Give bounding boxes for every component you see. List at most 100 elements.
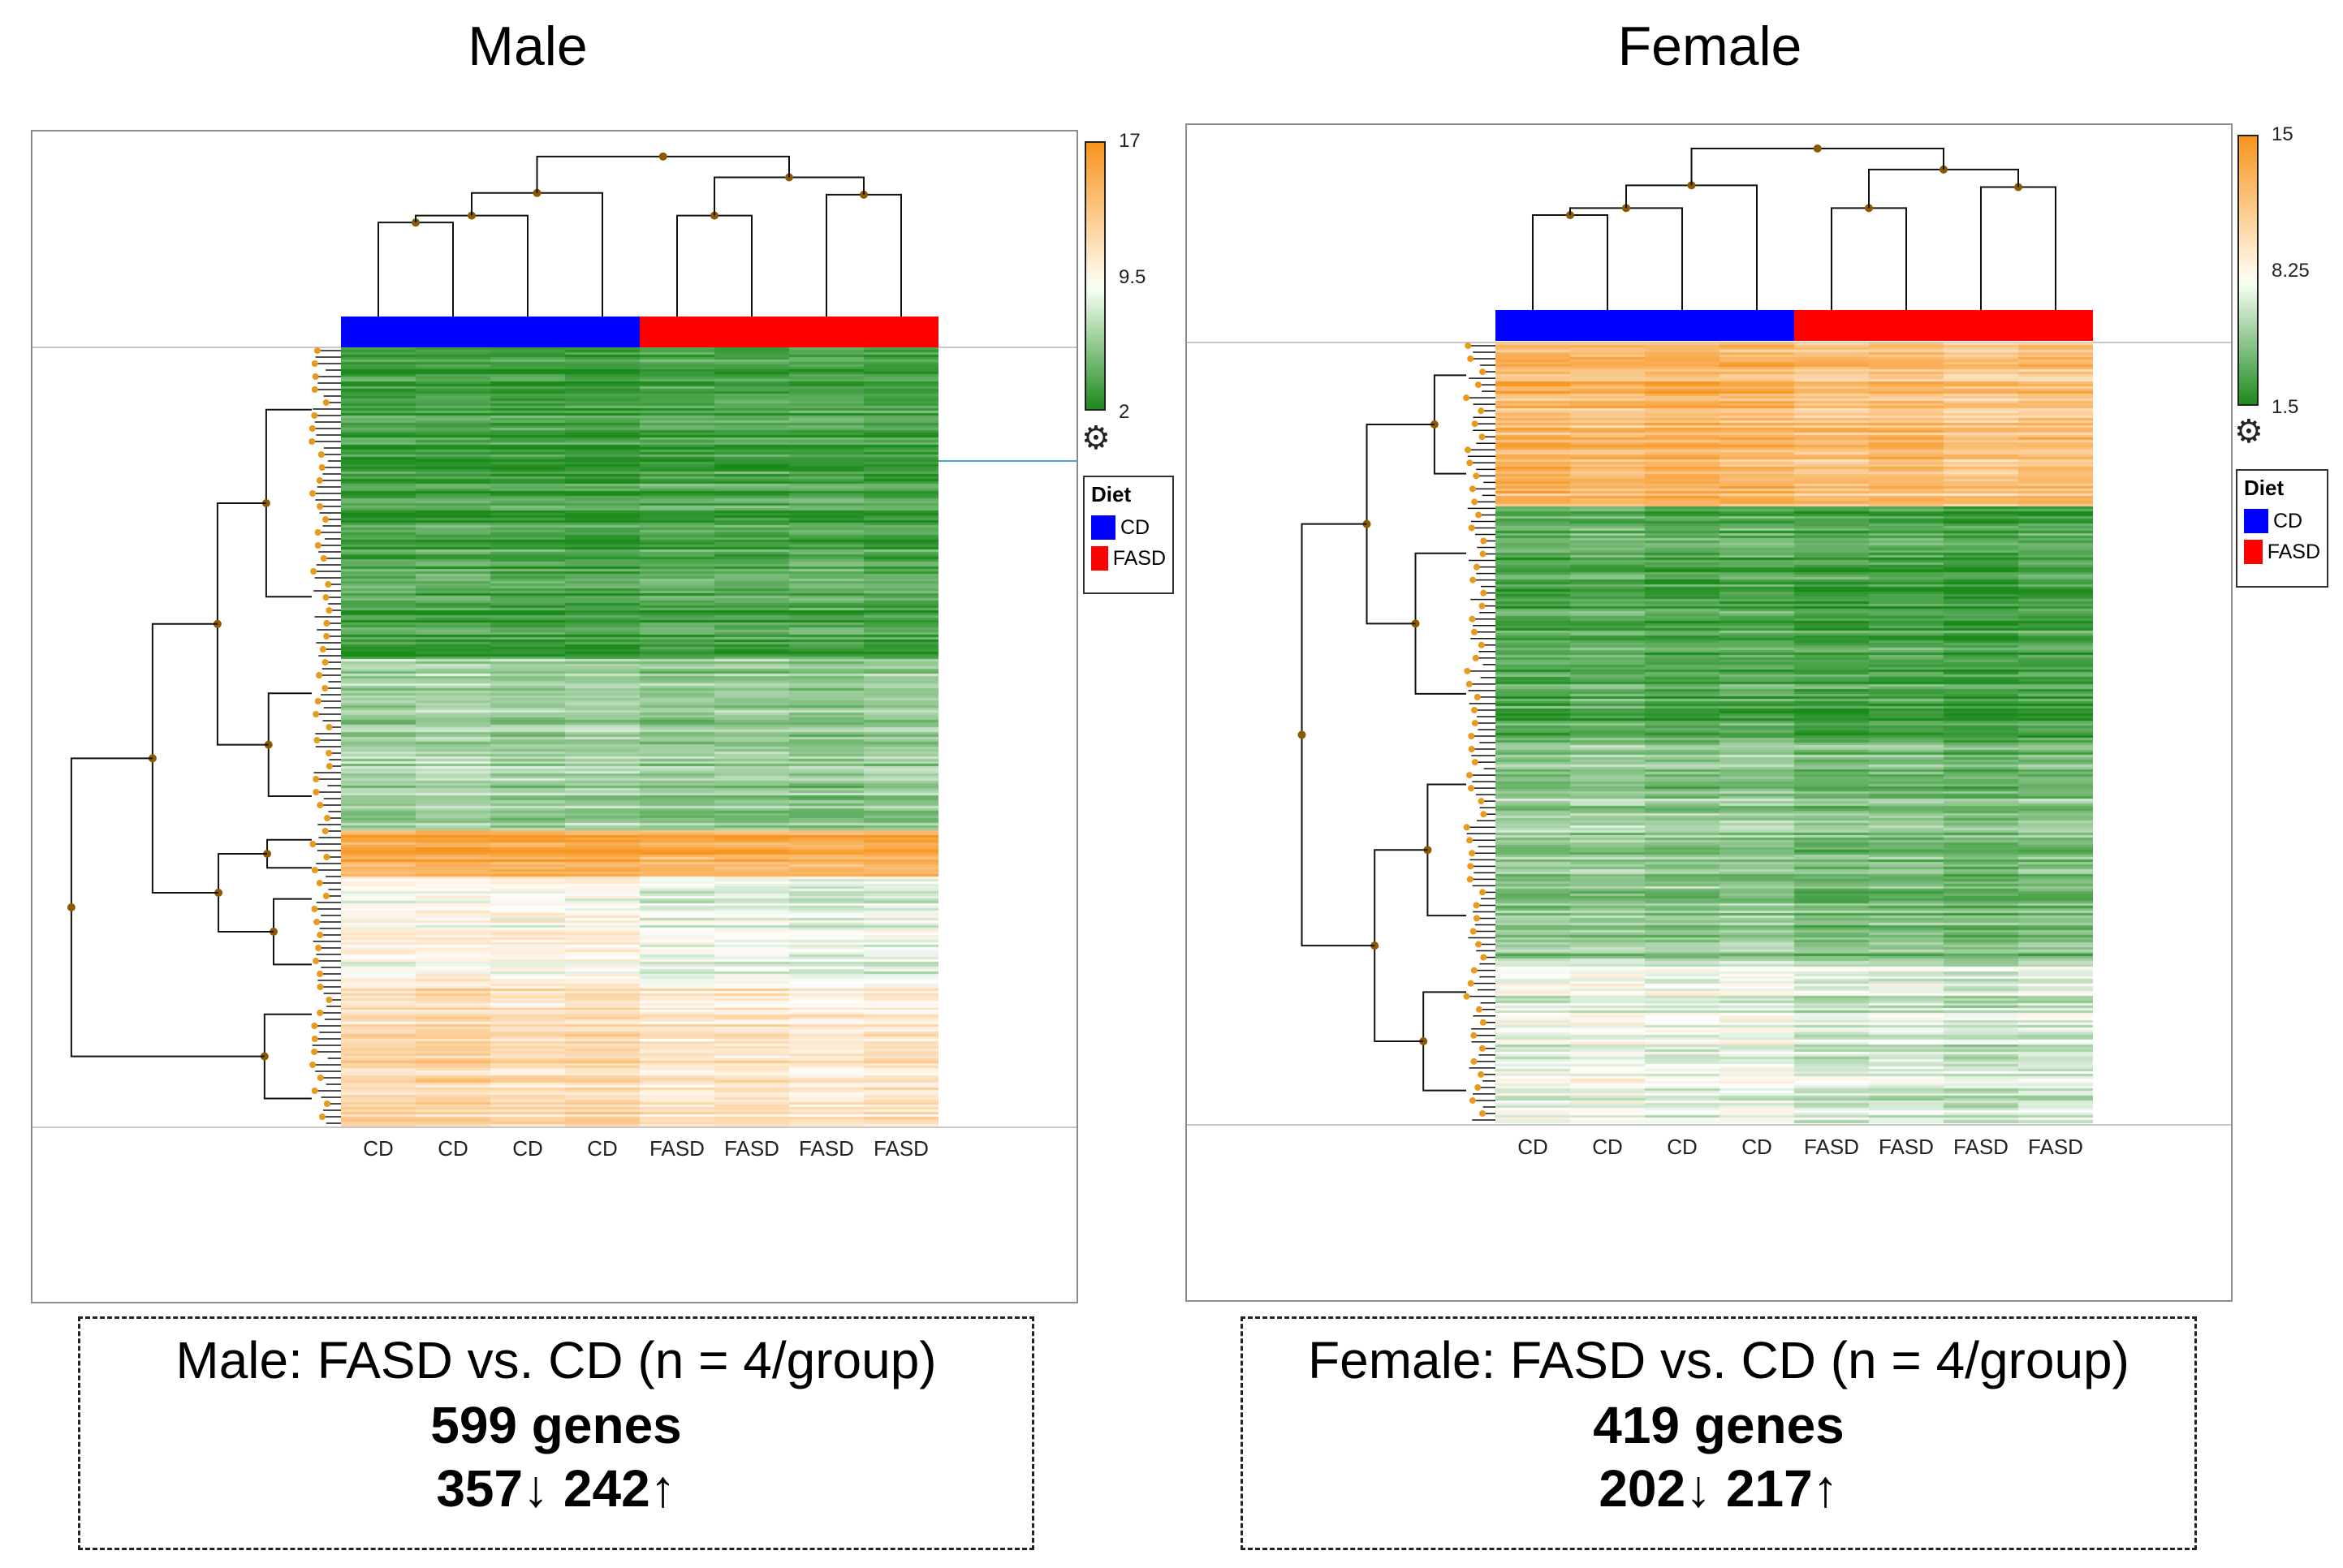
female-row-leaf-node-22: [1469, 485, 1476, 493]
male-scale-mid: 9.5: [1119, 266, 1146, 288]
female-row-leaf-node-76: [1466, 837, 1474, 844]
female-column-label-4: FASD: [1804, 1135, 1859, 1159]
female-summary-box: Female: FASD vs. CD (n = 4/group) 419 ge…: [1241, 1316, 2197, 1550]
male-row-leaf-node-90: [317, 932, 324, 938]
female-title: Female: [1617, 15, 1802, 77]
male-row-leaf-node-46: [319, 646, 326, 653]
male-row-leaf-node-18: [318, 464, 326, 471]
male-row-leaf-node-78: [323, 854, 330, 860]
female-row-leaf-node-66: [1465, 772, 1473, 779]
female-row-leaf-node-0: [1465, 342, 1472, 350]
female-settings-gear-icon[interactable]: ⚙: [2234, 414, 2263, 450]
male-row-leaf-node-2: [311, 360, 318, 367]
male-color-scale: [1085, 141, 1106, 411]
female-col-link-c-node: [1687, 181, 1696, 190]
female-row-leaf-node-90: [1469, 928, 1477, 935]
female-row-leaf-node-28: [1468, 524, 1475, 532]
male-col-link-d-node: [710, 211, 718, 220]
male-row-leaf-node-48: [321, 659, 329, 666]
female-column-label-3: CD: [1741, 1135, 1772, 1159]
female-row-leaf-node-72: [1480, 811, 1487, 818]
female-row-dendrogram: [1297, 342, 1495, 1121]
female-row-leaf-node-74: [1463, 824, 1470, 831]
female-row-merge-1-0-node: [1297, 730, 1306, 739]
female-column-label-2: CD: [1667, 1135, 1698, 1159]
female-row-leaf-node-88: [1473, 915, 1480, 922]
male-column-label-2: CD: [512, 1136, 543, 1161]
male-row-block-4: [263, 1013, 312, 1100]
male-row-leaf-node-30: [314, 542, 321, 549]
female-diet-cell-7: [2018, 310, 2093, 341]
male-row-leaf-node-12: [309, 425, 316, 432]
female-col-link-a-node: [1566, 211, 1574, 220]
female-row-merge-1-0: [1301, 523, 1375, 947]
female-row-leaf-node-8: [1463, 394, 1470, 402]
female-row-leaf-node-52: [1465, 680, 1473, 687]
male-summary-direction: 357↓ 242↑: [436, 1459, 676, 1518]
male-row-leaf-node-62: [326, 750, 333, 756]
male-row-leaf-node-44: [323, 633, 330, 640]
female-heatmap: [1495, 342, 2093, 1123]
male-diet-cell-4: [640, 317, 714, 347]
male-row-leaf-node-14: [309, 438, 316, 445]
female-row-merge-0-2: [1374, 849, 1428, 1042]
male-row-merge-1-0: [151, 622, 219, 894]
female-row-leaf-node-36: [1469, 576, 1477, 584]
male-row-leaf-node-58: [326, 724, 333, 730]
female-legend-fasd-swatch: [2244, 540, 2263, 564]
female-diet-cell-6: [1944, 310, 2018, 341]
female-row-leaf-node-38: [1480, 589, 1487, 597]
male-heatmap: [341, 347, 938, 1126]
female-row-leaf-node-20: [1473, 472, 1480, 480]
female-col-link-a: [1532, 214, 1608, 310]
male-legend-cd-label: CD: [1120, 515, 1150, 539]
female-row-leaf-node-18: [1466, 459, 1474, 467]
male-legend-cd: CD: [1091, 515, 1166, 540]
male-connector-line: [938, 460, 1077, 462]
male-col-link-c: [471, 192, 603, 317]
male-column-label-0: CD: [363, 1136, 394, 1161]
male-row-block-0: [265, 408, 312, 598]
male-legend-cd-swatch: [1091, 515, 1115, 540]
male-row-leaf-node-54: [314, 698, 321, 704]
female-row-leaf-node-102: [1475, 1006, 1482, 1013]
female-row-leaf-node-80: [1467, 863, 1474, 870]
female-scale-mid: 8.25: [2272, 260, 2310, 282]
male-diet-annotation-bar: [341, 317, 938, 347]
male-row-leaf-node-96: [317, 971, 324, 977]
female-row-leaf-node-30: [1480, 537, 1487, 545]
male-row-leaf-node-40: [326, 607, 333, 614]
male-row-leaf-node-118: [318, 1114, 326, 1120]
male-column-labels: CD CD CD CD FASD FASD FASD FASD: [341, 1136, 938, 1161]
male-row-leaf-node-60: [313, 737, 321, 743]
male-row-leaf-node-76: [309, 841, 317, 847]
female-col-link-b: [1569, 207, 1683, 310]
female-row-leaf-node-100: [1463, 993, 1470, 1000]
female-row-leaf-node-110: [1470, 1058, 1478, 1065]
male-settings-gear-icon[interactable]: ⚙: [1081, 420, 1111, 456]
male-row-leaf-node-72: [324, 815, 331, 821]
female-row-leaf-node-40: [1478, 602, 1486, 610]
male-column-label-5: FASD: [724, 1136, 779, 1161]
female-row-leaf-node-94: [1480, 954, 1487, 961]
male-summary-box: Male: FASD vs. CD (n = 4/group) 599 gene…: [78, 1316, 1034, 1550]
male-row-leaf-node-110: [309, 1062, 317, 1068]
male-row-leaf-node-100: [326, 997, 333, 1003]
male-row-leaf-node-10: [311, 412, 318, 419]
male-row-leaf-node-4: [312, 373, 319, 380]
female-col-link-f: [1868, 168, 2019, 209]
male-row-leaf-node-28: [314, 529, 321, 536]
female-col-link-root: [1690, 147, 1944, 186]
male-row-leaf-node-32: [320, 555, 327, 562]
female-row-leaf-node-48: [1472, 654, 1479, 661]
female-row-leaf-node-12: [1471, 420, 1478, 428]
male-row-leaf-node-102: [317, 1010, 324, 1016]
male-row-leaf-node-6: [311, 386, 318, 393]
female-row-leaf-node-32: [1479, 550, 1486, 558]
female-legend-fasd-label: FASD: [2267, 540, 2320, 563]
female-row-leaf-node-82: [1466, 876, 1474, 883]
female-row-block-1: [1414, 552, 1466, 695]
female-row-merge-0-0-node: [1362, 519, 1371, 528]
female-legend-cd-label: CD: [2273, 509, 2303, 532]
female-column-label-0: CD: [1517, 1135, 1548, 1159]
